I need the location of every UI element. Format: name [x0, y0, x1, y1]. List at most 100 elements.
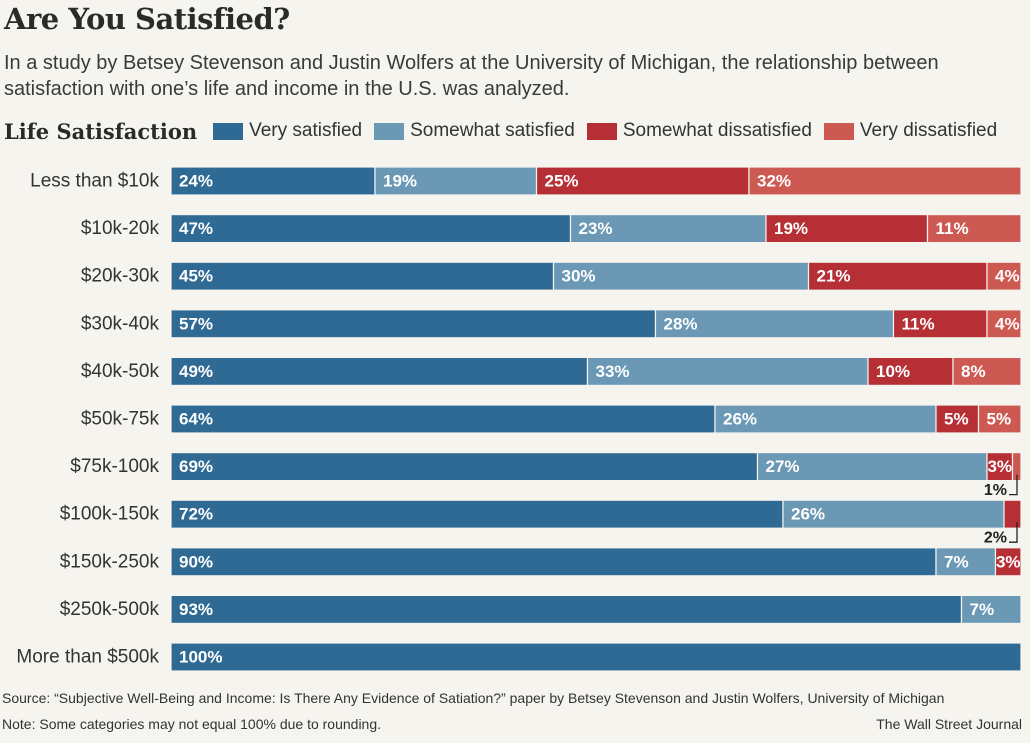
legend-label: Somewhat dissatisfied [622, 120, 812, 141]
bar-very-satisfied [170, 404, 716, 434]
bar-very-satisfied [170, 356, 589, 386]
bar-somewhat-satisfied [935, 547, 997, 577]
data-label: 64% [179, 410, 213, 429]
bar-very-dissatisfied [952, 356, 1022, 386]
data-label: 24% [179, 172, 213, 191]
source-note: Source: “Subjective Well-Being and Incom… [2, 690, 945, 706]
data-label: 4% [995, 267, 1020, 286]
legend-swatch [213, 122, 244, 140]
data-label: 7% [970, 600, 995, 619]
bar-somewhat-satisfied [960, 594, 1022, 625]
legend-item-very-dissatisfied: Very dissatisfied [823, 120, 998, 142]
data-label: 93% [179, 600, 213, 619]
data-label: 26% [723, 410, 757, 429]
chart-title: Are You Satisfied? [4, 2, 290, 36]
bar-very-dissatisfied [986, 261, 1022, 291]
legend-swatch [823, 122, 854, 140]
data-label: 32% [757, 172, 791, 191]
callout-leader-line [1009, 522, 1018, 543]
bar-somewhat-satisfied [756, 452, 988, 482]
bar-somewhat-satisfied [782, 499, 1005, 529]
callout-label: 2% [984, 530, 1007, 547]
data-label: 5% [944, 410, 969, 429]
bar-somewhat-satisfied [552, 261, 810, 291]
callout-leader-line [1009, 474, 1018, 496]
data-label: 23% [579, 219, 613, 238]
bar-somewhat-satisfied [714, 404, 937, 434]
bar-somewhat-dissatisfied [867, 356, 954, 386]
data-label: 10% [876, 362, 910, 381]
category-label: More than $500k [16, 647, 159, 668]
data-label: 19% [774, 219, 808, 238]
bar-very-dissatisfied [748, 166, 1022, 196]
data-label: 27% [766, 457, 800, 476]
bar-very-satisfied [170, 309, 657, 339]
bar-somewhat-dissatisfied [765, 214, 929, 244]
data-label: 25% [545, 172, 579, 191]
data-label: 72% [179, 505, 213, 524]
publisher-credit: The Wall Street Journal [876, 716, 1022, 732]
data-label: 90% [179, 552, 213, 571]
bar-very-satisfied [170, 452, 759, 482]
bar-very-satisfied [170, 214, 572, 244]
bar-somewhat-dissatisfied [1003, 499, 1022, 529]
data-label: 4% [995, 314, 1020, 333]
legend-item-very-satisfied: Very satisfied [213, 120, 362, 142]
bar-somewhat-dissatisfied [994, 547, 1022, 577]
bar-very-satisfied [170, 261, 555, 291]
bar-somewhat-satisfied [569, 214, 767, 244]
chart-heading: Life Satisfaction [4, 118, 198, 144]
bar-very-satisfied [170, 594, 963, 625]
callout-label: 1% [984, 482, 1007, 499]
legend-swatch [586, 122, 617, 140]
data-label: 45% [179, 267, 213, 286]
bar-somewhat-dissatisfied [807, 261, 988, 291]
data-label: 57% [179, 314, 213, 333]
bar-somewhat-satisfied [586, 356, 869, 386]
chart-subtitle: In a study by Betsey Stevenson and Justi… [4, 52, 939, 100]
category-label: $50k-75k [81, 409, 160, 430]
category-label: $75k-100k [70, 456, 159, 477]
data-label: 30% [562, 267, 596, 286]
bar-very-satisfied [170, 642, 1022, 672]
data-label: 21% [817, 267, 851, 286]
data-label: 47% [179, 219, 213, 238]
data-label: 3% [987, 457, 1012, 476]
category-label: $250k-500k [60, 599, 160, 620]
category-label: $30k-40k [81, 313, 160, 334]
category-label: $150k-250k [60, 551, 160, 572]
bar-very-satisfied [170, 547, 937, 577]
data-label: 11% [902, 314, 935, 333]
bar-very-dissatisfied [926, 214, 1022, 244]
data-label: 26% [791, 505, 825, 524]
legend-label: Very satisfied [249, 120, 363, 141]
legend-item-somewhat-satisfied: Somewhat satisfied [374, 120, 575, 142]
legend-swatch [374, 122, 405, 140]
data-label: 49% [179, 362, 213, 381]
data-label: 7% [944, 552, 969, 571]
data-label: 19% [383, 172, 417, 191]
rounding-note: Note: Some categories may not equal 100%… [2, 716, 382, 732]
bar-very-dissatisfied [986, 309, 1022, 339]
data-label: 69% [179, 457, 213, 476]
data-label: 33% [596, 362, 630, 381]
category-label: $10k-20k [81, 218, 160, 239]
category-label: $20k-30k [81, 266, 160, 287]
data-label: 28% [664, 314, 698, 333]
data-label: 5% [987, 410, 1012, 429]
data-label: 100% [179, 648, 222, 667]
bar-somewhat-dissatisfied [892, 309, 988, 339]
category-label: Less than $10k [30, 171, 159, 192]
legend-label: Very dissatisfied [859, 120, 998, 141]
bar-somewhat-satisfied [654, 309, 895, 339]
legend-item-somewhat-dissatisfied: Somewhat dissatisfied [586, 120, 812, 142]
legend-row: Life Satisfaction Very satisfied Somewha… [4, 116, 1009, 146]
data-label: 3% [996, 552, 1021, 571]
data-label: 11% [936, 219, 969, 238]
bar-very-dissatisfied [977, 404, 1022, 434]
data-label: 8% [961, 362, 986, 381]
category-label: $40k-50k [81, 361, 160, 382]
category-label: $100k-150k [60, 504, 160, 525]
bar-very-satisfied [170, 499, 784, 529]
